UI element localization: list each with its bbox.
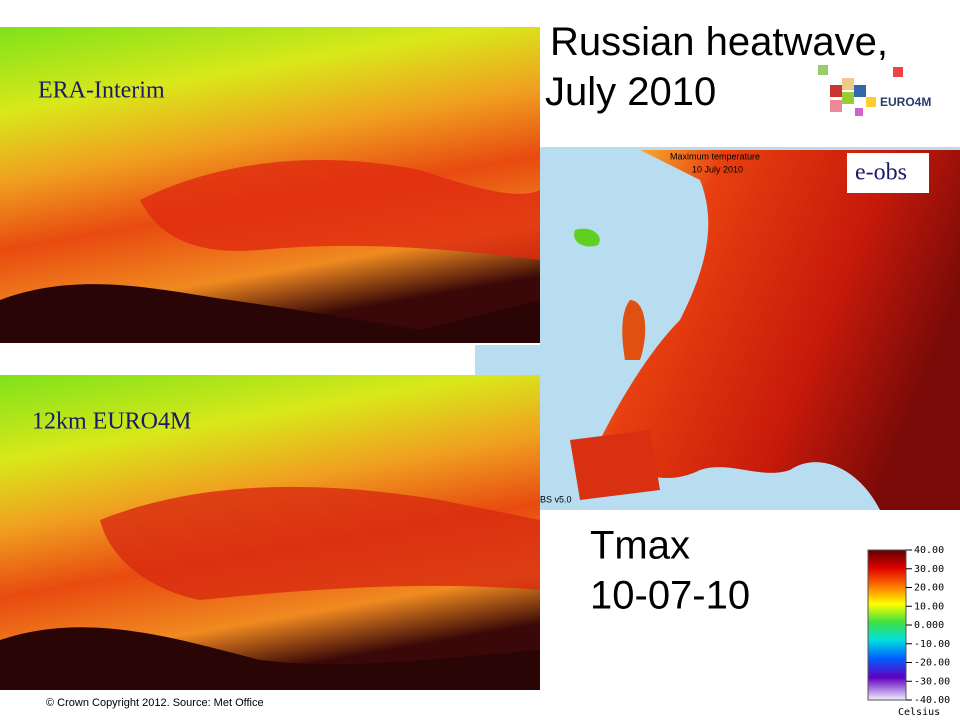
label-box <box>847 153 929 193</box>
colorbar-label: 20.00 <box>914 583 944 594</box>
map-title: Maximum temperature <box>670 151 760 161</box>
colorbar-label: -40.00 <box>914 695 950 706</box>
caption-line: 10-07-10 <box>590 574 750 618</box>
caption-line: Tmax <box>590 524 690 568</box>
title-line: Russian heatwave, <box>550 20 888 64</box>
colorbar-label: -10.00 <box>914 639 950 650</box>
panel-label: 12km EURO4M <box>32 409 191 435</box>
e-obs-map <box>475 147 960 510</box>
colorbar-label: 0.000 <box>914 620 944 631</box>
colorbar-unit: Celsius <box>898 707 940 718</box>
colorbar-label: -30.00 <box>914 676 950 687</box>
colorbar-label: 10.00 <box>914 601 944 612</box>
map-version: BS v5.0 <box>540 494 572 504</box>
colorbar-label: -20.00 <box>914 658 950 669</box>
title-line: July 2010 <box>545 70 716 114</box>
colorbar-label: 30.00 <box>914 564 944 575</box>
colorbar-label: 40.00 <box>914 545 944 556</box>
slide-title: Russian heatwave, July 2010 <box>545 20 899 114</box>
panel-label: ERA-Interim <box>38 78 165 104</box>
logo-text: EURO4M <box>880 95 931 109</box>
footer: © Crown Copyright 2012. Source: Met Offi… <box>46 697 264 709</box>
map-date: 10 July 2010 <box>692 164 743 174</box>
euro4m-map <box>0 375 540 690</box>
colorbar: 40.00 30.00 20.00 10.00 0.000 -10.00 -20.00 -30… <box>867 545 950 706</box>
panel-label: e-obs <box>855 160 907 186</box>
era-interim-map <box>0 27 540 343</box>
logo: EURO4M <box>818 65 931 116</box>
